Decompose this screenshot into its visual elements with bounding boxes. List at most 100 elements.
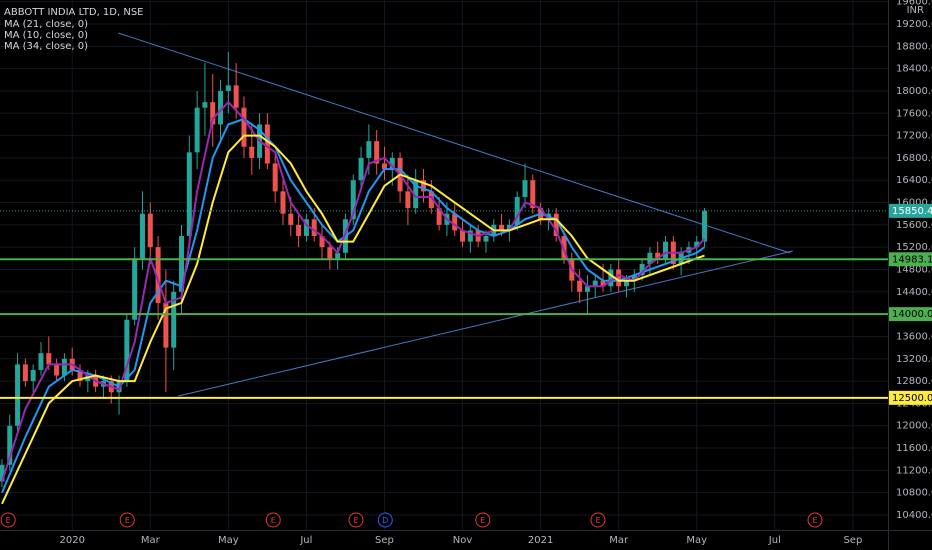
y-tick-label: 14800.00 bbox=[896, 265, 932, 276]
candle-body bbox=[389, 157, 395, 170]
candle-body bbox=[608, 269, 614, 287]
y-tick-label: 19200.00 bbox=[896, 19, 932, 30]
candle-body bbox=[616, 269, 622, 287]
chart-title: ABBOTT INDIA LTD, 1D, NSE bbox=[4, 7, 144, 18]
candle-body bbox=[280, 191, 286, 214]
y-tick-label: 13600.00 bbox=[896, 331, 932, 342]
candle-body bbox=[584, 286, 590, 292]
candle-body bbox=[506, 224, 512, 231]
x-tick-label: Mar bbox=[609, 535, 629, 546]
event-label: E bbox=[595, 516, 600, 525]
candle-body bbox=[147, 213, 153, 248]
y-tick-label: 17200.00 bbox=[896, 131, 932, 142]
legend-entry[interactable]: MA (21, close, 0) bbox=[4, 19, 88, 30]
event-marker[interactable] bbox=[590, 512, 606, 528]
candle-body bbox=[124, 319, 130, 382]
candle-body bbox=[15, 364, 21, 426]
candle-body bbox=[694, 241, 700, 248]
legend: ABBOTT INDIA LTD, 1D, NSE MA (21, close,… bbox=[4, 7, 144, 52]
candle-body bbox=[249, 146, 255, 158]
candle-body bbox=[460, 230, 466, 242]
y-tick-label: 15600.00 bbox=[896, 220, 932, 231]
event-marker[interactable] bbox=[0, 512, 16, 528]
event-marker[interactable] bbox=[119, 512, 135, 528]
event-marker[interactable] bbox=[265, 512, 281, 528]
ma-line bbox=[1, 117, 706, 494]
candle-body bbox=[452, 213, 458, 231]
legend-entry[interactable]: MA (34, close, 0) bbox=[4, 41, 88, 52]
event-label: D bbox=[382, 516, 388, 525]
candle-body bbox=[374, 141, 380, 164]
candle-body bbox=[264, 124, 270, 164]
level-label: 12500.00 bbox=[892, 393, 932, 404]
event-label: E bbox=[812, 516, 817, 525]
candle-body bbox=[561, 236, 567, 259]
x-tick-label: Mar bbox=[141, 535, 161, 546]
x-tick-label: Sep bbox=[375, 535, 394, 546]
level-label-bg bbox=[889, 252, 932, 267]
candle-body bbox=[327, 247, 333, 259]
candle-body bbox=[499, 224, 505, 231]
x-tick-label: Sep bbox=[843, 535, 862, 546]
candle-body bbox=[413, 180, 419, 209]
candle-body bbox=[553, 213, 559, 237]
candle-body bbox=[319, 236, 325, 248]
candle-body bbox=[225, 85, 231, 91]
x-tick-label: Jul bbox=[768, 535, 781, 546]
event-label: E bbox=[125, 516, 130, 525]
candle-body bbox=[38, 353, 44, 370]
candle-body bbox=[202, 102, 208, 108]
candle-body bbox=[335, 252, 341, 259]
candle-body bbox=[296, 224, 302, 237]
x-tick-label: Nov bbox=[453, 535, 473, 546]
candle-body bbox=[241, 107, 247, 147]
candle-body bbox=[366, 141, 372, 158]
candle-body bbox=[311, 219, 317, 237]
candle-body bbox=[30, 369, 36, 382]
candle-body bbox=[54, 364, 60, 376]
candle-body bbox=[233, 85, 239, 108]
candle-body bbox=[163, 302, 169, 348]
event-marker[interactable] bbox=[475, 512, 491, 528]
candle-body bbox=[514, 196, 520, 225]
event-label: E bbox=[480, 516, 485, 525]
y-tick-label: 17600.00 bbox=[896, 108, 932, 119]
candle-body bbox=[132, 258, 138, 320]
ma-line bbox=[1, 100, 706, 482]
last-price-bg bbox=[889, 203, 932, 218]
level-label: 14000.00 bbox=[892, 309, 932, 320]
event-marker[interactable] bbox=[377, 512, 393, 528]
y-tick-label: 14400.00 bbox=[896, 287, 932, 298]
level-label: 14983.15 bbox=[892, 254, 932, 265]
y-tick-label: 15200.00 bbox=[896, 242, 932, 253]
candle-body bbox=[702, 210, 708, 242]
x-tick-label: May bbox=[218, 535, 239, 546]
y-tick-label: 13200.00 bbox=[896, 354, 932, 365]
candle-body bbox=[46, 353, 52, 365]
candle-body bbox=[436, 208, 442, 225]
y-tick-label: 12000.00 bbox=[896, 421, 932, 432]
y-tick-label: 18000.00 bbox=[896, 86, 932, 97]
y-tick-label: 10400.00 bbox=[896, 510, 932, 521]
candle-body bbox=[655, 252, 661, 259]
legend-entry[interactable]: MA (10, close, 0) bbox=[4, 30, 88, 41]
candle-body bbox=[61, 358, 67, 376]
y-tick-label: 18800.00 bbox=[896, 41, 932, 52]
candle-body bbox=[179, 236, 185, 292]
x-tick-label: 2021 bbox=[528, 535, 553, 546]
y-tick-label: 10800.00 bbox=[896, 488, 932, 499]
y-tick-label: 18400.00 bbox=[896, 64, 932, 75]
y-tick-label: 16800.00 bbox=[896, 153, 932, 164]
y-tick-label: 11600.00 bbox=[896, 443, 932, 454]
candle-body bbox=[77, 369, 83, 382]
event-marker[interactable] bbox=[807, 512, 823, 528]
candle-body bbox=[577, 280, 583, 292]
candle-body bbox=[186, 152, 192, 237]
candle-body bbox=[483, 236, 489, 242]
candle-body bbox=[0, 464, 5, 482]
level-label-bg bbox=[889, 390, 932, 405]
event-marker[interactable] bbox=[348, 512, 364, 528]
event-label: E bbox=[353, 516, 358, 525]
